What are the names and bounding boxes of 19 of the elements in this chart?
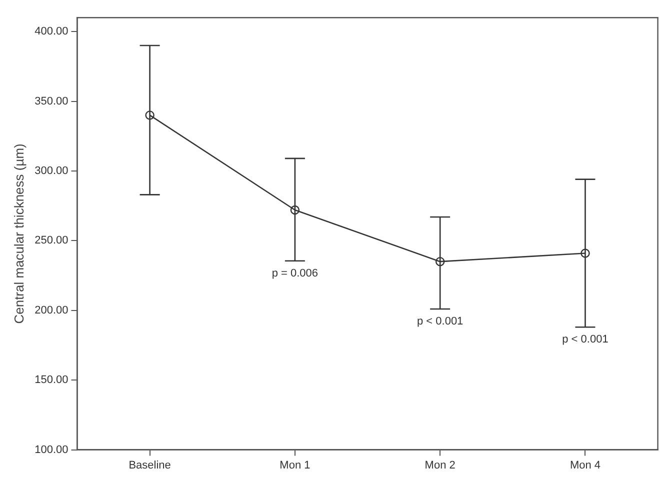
annotation: p = 0.006 [272, 267, 318, 280]
point [580, 248, 590, 258]
x-tick-label: Mon 1 [280, 459, 310, 472]
y-tick-label: 300.00 [34, 164, 68, 177]
x-tick-label: Mon 4 [570, 459, 601, 472]
y-axis-title: Central macular thickness (µm) [11, 144, 26, 324]
point [145, 110, 154, 120]
annotation: p < 0.001 [562, 334, 608, 346]
x-tick-label: Baseline [128, 459, 171, 472]
y-tick-label: 400.00 [34, 26, 68, 38]
x-tick-label: Mon 2 [424, 459, 456, 472]
point [290, 205, 300, 215]
y-tick-label: 350.00 [34, 95, 68, 108]
y-tick-label: 250.00 [34, 234, 68, 247]
point [435, 256, 445, 266]
annotation: p < 0.001 [417, 316, 464, 328]
y-tick-label: 200.00 [34, 304, 68, 316]
y-tick-label: 100.00 [34, 444, 68, 456]
y-tick-label: 150.00 [34, 374, 68, 386]
